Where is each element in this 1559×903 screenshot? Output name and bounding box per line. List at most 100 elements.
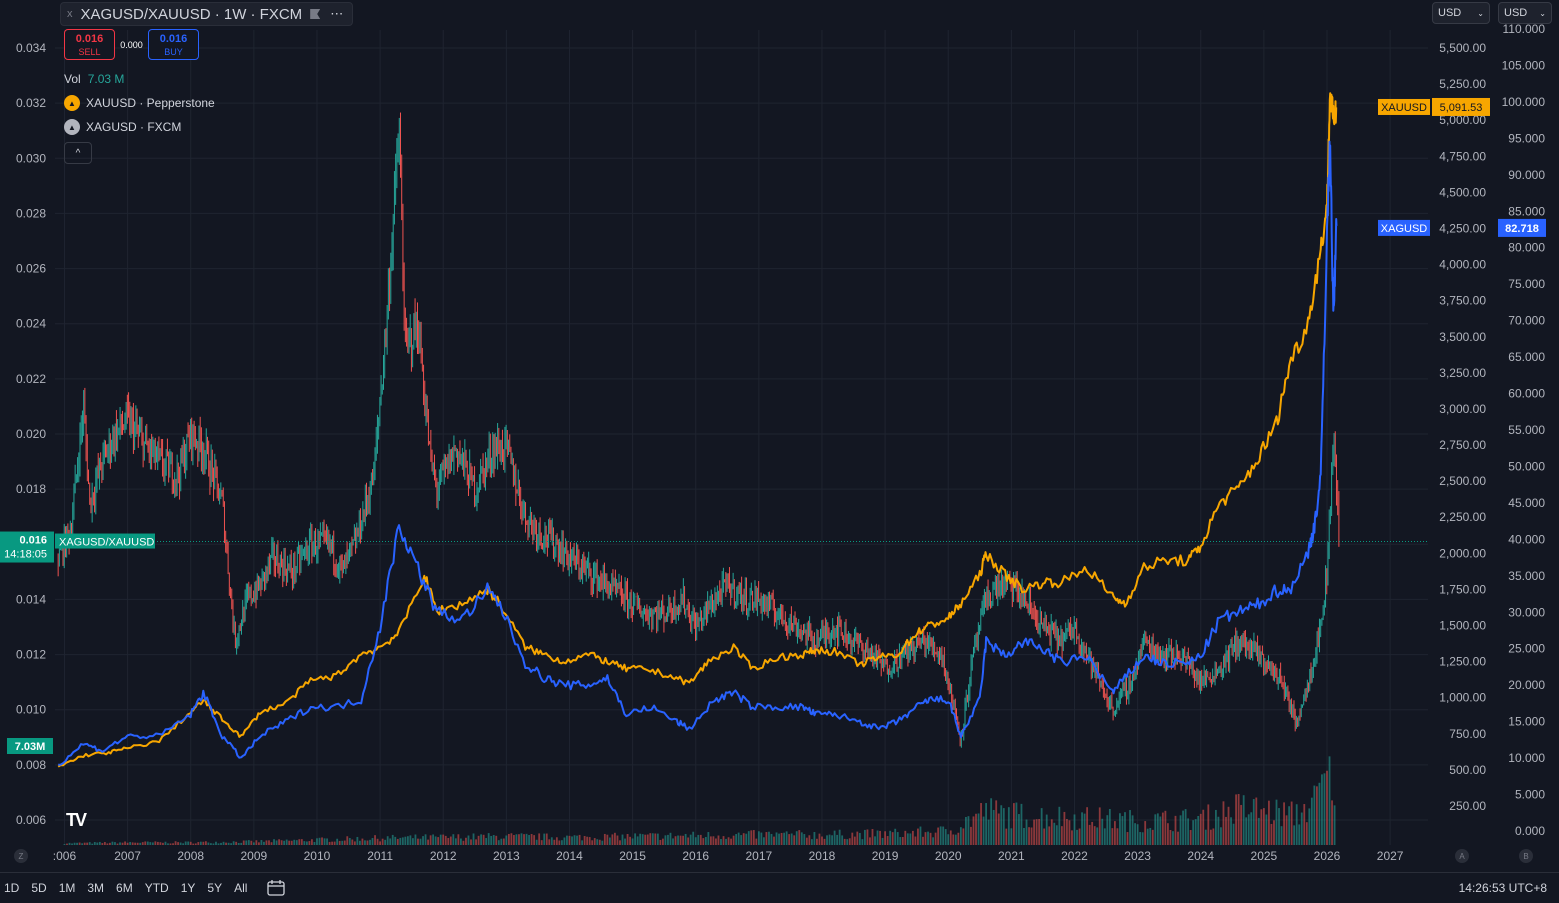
x-axis-tick: 2014 xyxy=(556,849,583,863)
more-icon[interactable]: ⋯ xyxy=(330,6,345,21)
ratio-candles xyxy=(57,112,1340,748)
volume-bar xyxy=(1015,802,1018,845)
volume-bar xyxy=(177,842,179,845)
gold-axis-tick: 3,250.00 xyxy=(1439,366,1486,380)
volume-bar xyxy=(189,841,192,845)
volume-bar xyxy=(257,842,260,845)
volume-bar xyxy=(591,840,594,845)
volume-bar xyxy=(593,838,596,845)
volume-bar xyxy=(1331,800,1333,845)
volume-bar xyxy=(351,839,354,845)
volume-bar xyxy=(745,833,748,845)
volume-bar xyxy=(1217,816,1220,845)
volume-bar xyxy=(596,839,599,845)
range-all[interactable]: All xyxy=(234,881,248,895)
x-axis-tick: 2017 xyxy=(746,849,773,863)
currency-selector-silver[interactable]: USD ⌄ xyxy=(1498,2,1552,24)
volume-bar xyxy=(381,838,384,845)
volume-bar xyxy=(972,816,975,845)
volume-bar xyxy=(954,834,957,845)
range-5y[interactable]: 5Y xyxy=(207,881,223,895)
sell-button[interactable]: 0.016 SELL xyxy=(64,29,115,60)
axis-corner-a[interactable]: A xyxy=(1455,849,1469,863)
axis-corner-z[interactable]: Z xyxy=(14,849,28,863)
volume-bar xyxy=(535,839,538,845)
legend-xagusd[interactable]: ▲ XAGUSD · FXCM xyxy=(64,119,181,135)
volume-bar xyxy=(576,835,578,845)
volume-bar xyxy=(217,843,220,845)
volume-bar xyxy=(146,841,149,845)
clock-timezone[interactable]: 14:26:53 UTC+8 xyxy=(1458,881,1547,895)
range-ytd[interactable]: YTD xyxy=(144,881,169,895)
volume-bar xyxy=(225,842,227,845)
volume-bar xyxy=(510,833,513,845)
volume-bar xyxy=(697,834,700,845)
volume-bar xyxy=(684,833,687,845)
volume-bar xyxy=(881,837,884,845)
xagusd-price-box xyxy=(1498,218,1546,237)
volume-bar xyxy=(442,834,445,845)
range-5d[interactable]: 5D xyxy=(31,881,47,895)
volume-bar xyxy=(636,836,639,845)
symbol-header[interactable]: x XAGUSD/XAUUSD · 1W · FXCM ⋯ xyxy=(60,2,354,26)
range-1y[interactable]: 1Y xyxy=(180,881,196,895)
silver-axis-tick: 15.000 xyxy=(1508,715,1545,729)
left-axis-tick: 0.032 xyxy=(16,96,46,110)
volume-bar xyxy=(1240,804,1243,845)
range-3m[interactable]: 3M xyxy=(87,881,105,895)
volume-bar xyxy=(732,835,735,845)
volume-bar xyxy=(702,838,705,845)
volume-bar xyxy=(550,837,553,845)
silver-axis-tick: 10.000 xyxy=(1508,751,1545,765)
volume-bar xyxy=(1227,806,1230,845)
volume-bar xyxy=(778,833,780,845)
volume-bar xyxy=(192,843,195,845)
volume-bar xyxy=(1146,828,1149,845)
volume-bar xyxy=(944,829,947,845)
volume-bar xyxy=(1161,812,1164,845)
close-symbol-icon[interactable]: x xyxy=(67,8,73,20)
collapse-legend-button[interactable]: ^ xyxy=(64,142,92,164)
silver-axis-tick: 5.000 xyxy=(1515,788,1545,802)
volume-bar xyxy=(361,838,364,845)
range-1d[interactable]: 1D xyxy=(4,881,20,895)
volume-bar xyxy=(876,830,879,845)
range-1m[interactable]: 1M xyxy=(58,881,76,895)
volume-bar xyxy=(1323,773,1326,845)
volume-bar xyxy=(1018,814,1020,845)
volume-bar xyxy=(967,816,970,845)
volume-bar xyxy=(475,839,477,845)
volume-bar xyxy=(977,813,980,845)
legend-xauusd-label: XAUUSD · Pepperstone xyxy=(86,96,215,110)
x-axis-tick: 2023 xyxy=(1124,849,1151,863)
vol-value: 7.03 M xyxy=(87,72,125,86)
volume-bar xyxy=(1164,810,1167,845)
volume-legend[interactable]: Vol 7.03 M xyxy=(64,72,124,86)
axis-corner-b[interactable]: B xyxy=(1519,849,1533,863)
buy-button[interactable]: 0.016 BUY xyxy=(148,29,199,60)
currency-selector-gold[interactable]: USD ⌄ xyxy=(1432,2,1490,24)
flag-icon[interactable] xyxy=(310,9,321,19)
volume-bar xyxy=(689,834,692,845)
date-range-icon[interactable] xyxy=(267,880,286,896)
volume-bar xyxy=(1273,820,1275,845)
volume-bar xyxy=(634,833,637,845)
volume-bar xyxy=(583,836,586,845)
volume-bar xyxy=(1169,830,1172,845)
gold-axis-tick: 3,750.00 xyxy=(1439,294,1486,308)
volume-bar xyxy=(899,837,902,845)
symbol-title[interactable]: XAGUSD/XAUUSD · 1W · FXCM xyxy=(80,5,303,23)
volume-bar xyxy=(237,842,240,845)
volume-bar xyxy=(129,842,132,845)
volume-bar xyxy=(826,835,828,845)
volume-bar xyxy=(1012,803,1015,845)
legend-xauusd[interactable]: ▲ XAUUSD · Pepperstone xyxy=(64,95,215,111)
range-6m[interactable]: 6M xyxy=(116,881,133,895)
volume-bar xyxy=(674,836,677,845)
volume-bar xyxy=(1199,813,1202,845)
volume-bar xyxy=(280,840,283,845)
volume-bar xyxy=(720,839,722,845)
volume-bar xyxy=(869,837,871,845)
volume-bar xyxy=(649,833,652,845)
